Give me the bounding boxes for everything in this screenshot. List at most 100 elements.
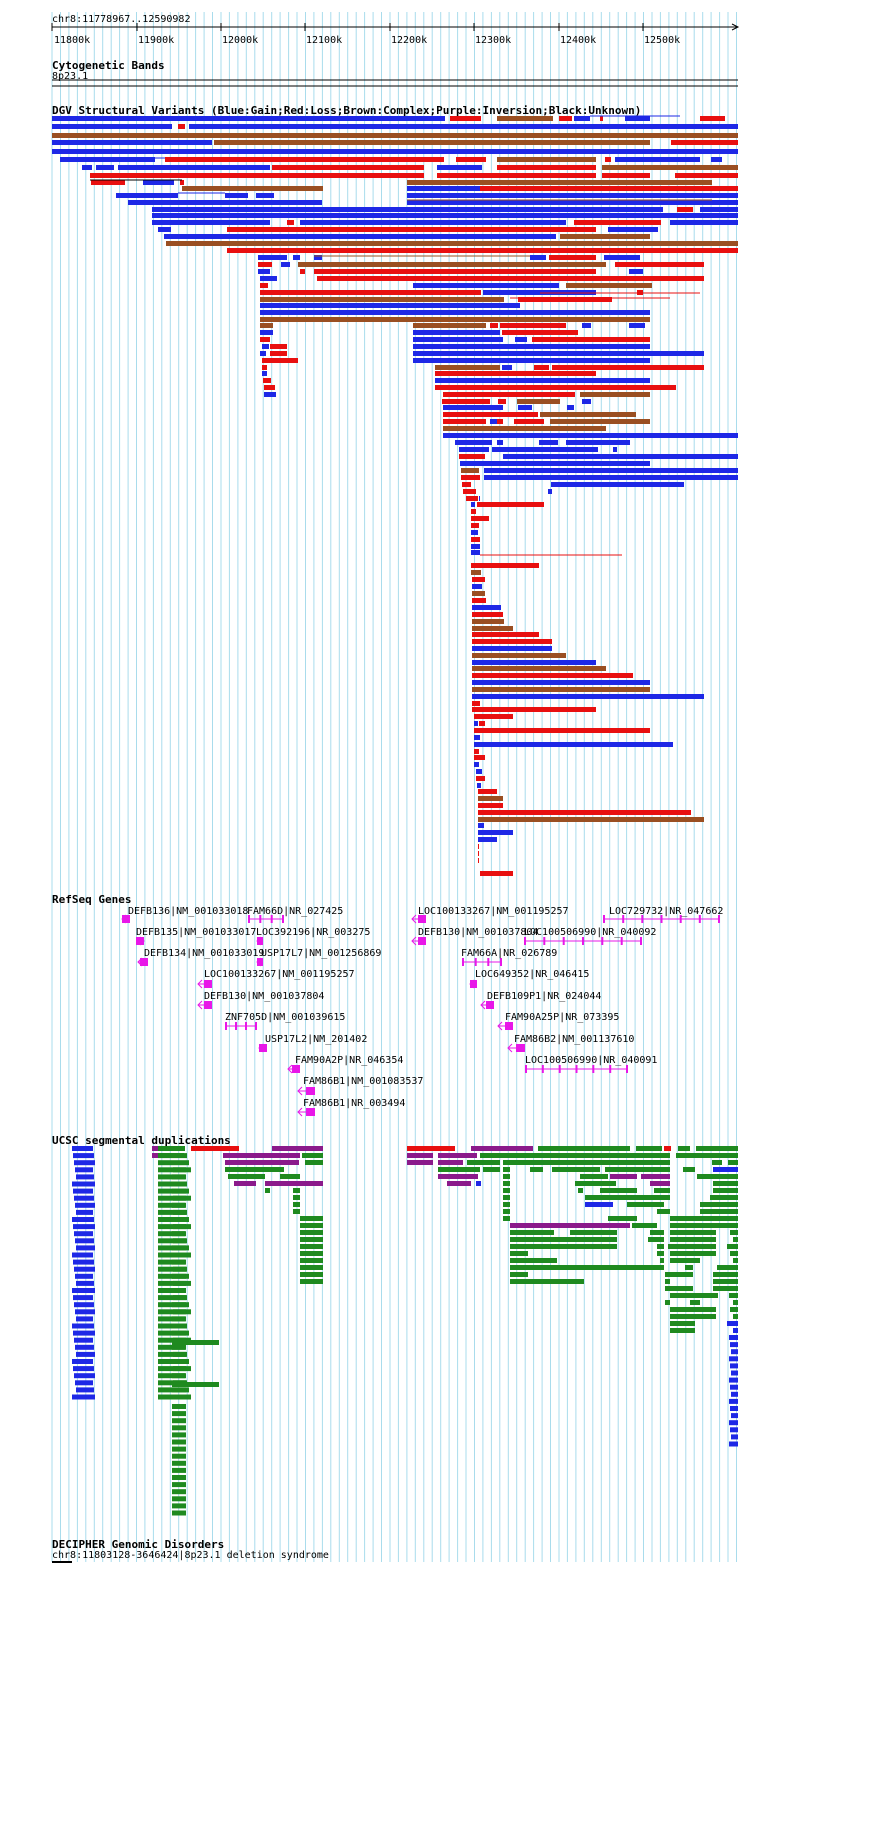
- segdup-block: [305, 1160, 323, 1165]
- dgv-variant-bar: [472, 673, 633, 678]
- segdup-block: [570, 1230, 617, 1235]
- gene-exon: [263, 1044, 265, 1052]
- gene-label[interactable]: LOC100133267|NM_001195257: [204, 969, 355, 980]
- dgv-variant-bar: [227, 227, 596, 232]
- dgv-variant-bar: [472, 680, 650, 685]
- dgv-variant-bar: [490, 323, 498, 328]
- segdup-block: [731, 1391, 738, 1397]
- gene-label[interactable]: USP17L7|NM_001256869: [261, 948, 382, 959]
- gene-label[interactable]: LOC729732|NR_047662: [609, 906, 724, 917]
- segdup-block: [172, 1373, 186, 1379]
- segdup-block: [552, 1167, 600, 1172]
- segdup-block: [733, 1328, 738, 1333]
- segdup-block: [729, 1420, 738, 1426]
- dgv-variant-bar: [264, 385, 275, 390]
- segdup-block: [158, 1316, 185, 1322]
- segdup-block: [733, 1314, 738, 1319]
- segdup-block: [76, 1209, 93, 1215]
- gene-exon: [418, 915, 426, 923]
- gene-label[interactable]: DEFB134|NM_001033019: [144, 948, 265, 959]
- dgv-variant-bar: [52, 140, 212, 145]
- gene-label[interactable]: ZNF705D|NM_001039615: [225, 1012, 346, 1023]
- gene-exon: [622, 915, 625, 923]
- segdup-block: [300, 1251, 323, 1256]
- dgv-variant-bar: [435, 385, 676, 390]
- segdup-block: [670, 1230, 716, 1235]
- dgv-variant-bar: [479, 496, 480, 501]
- dgv-variant-bar: [474, 755, 485, 760]
- gene-label[interactable]: FAM66A|NR_026789: [461, 948, 558, 959]
- dgv-variant-bar: [477, 783, 481, 788]
- segdup-block: [72, 1146, 93, 1151]
- gene-strand-arrow: [297, 1107, 303, 1117]
- segdup-block: [172, 1174, 186, 1180]
- dgv-variant-bar: [518, 297, 612, 302]
- dgv-variant-bar: [435, 365, 500, 370]
- segdup-block: [72, 1394, 95, 1400]
- gene-label[interactable]: LOC392196|NR_003275: [256, 927, 371, 938]
- gene-label[interactable]: DEFB135|NM_001033017: [136, 927, 257, 938]
- segdup-block: [665, 1279, 670, 1284]
- segdup-block: [173, 1366, 186, 1372]
- dgv-variant-bar: [225, 193, 248, 198]
- segdup-block: [503, 1216, 510, 1221]
- segdup-block: [75, 1167, 93, 1173]
- segdup-block: [510, 1230, 554, 1235]
- dgv-variant-bar: [435, 371, 596, 376]
- dgv-variant-bar: [268, 358, 298, 363]
- segdup-block: [158, 1202, 185, 1208]
- dgv-variant-bar: [52, 124, 172, 129]
- dgv-variant-bar: [472, 666, 606, 671]
- dgv-variant-bar: [472, 612, 503, 617]
- gene-label[interactable]: LOC100506990|NR_040091: [525, 1055, 658, 1066]
- segdup-block: [172, 1482, 186, 1488]
- gene-label[interactable]: LOC649352|NR_046415: [475, 969, 590, 980]
- gene-exon: [626, 1065, 628, 1073]
- segdup-block: [172, 1231, 186, 1237]
- segdup-block: [172, 1288, 186, 1293]
- dgv-variant-bar: [82, 165, 92, 170]
- dgv-variant-bar: [471, 537, 480, 542]
- segdup-block: [73, 1153, 94, 1159]
- dgv-variant-bar: [443, 405, 503, 410]
- gene-label[interactable]: FAM86B1|NM_001083537: [303, 1076, 424, 1087]
- gene-exon: [558, 1065, 561, 1073]
- segdup-block: [510, 1251, 528, 1256]
- dgv-variant-bar: [152, 207, 663, 212]
- dgv-variant-bar: [262, 358, 268, 363]
- gene-label[interactable]: LOC100133267|NM_001195257: [418, 906, 569, 917]
- segdup-block: [76, 1280, 94, 1286]
- gene-label[interactable]: FAM90A25P|NR_073395: [505, 1012, 620, 1023]
- segdup-block: [670, 1216, 738, 1221]
- segdup-block: [670, 1328, 695, 1333]
- gene-label[interactable]: FAM90A2P|NR_046354: [295, 1055, 404, 1066]
- gene-label[interactable]: DEFB130|NM_001037804: [204, 991, 325, 1002]
- gene-label[interactable]: DEFB130|NM_001037804: [418, 927, 539, 938]
- gene-label[interactable]: FAM86B2|NM_001137610: [514, 1034, 635, 1045]
- dgv-variant-bar: [471, 509, 476, 514]
- segdup-block: [173, 1224, 186, 1230]
- ruler-tick-label: 12000k: [222, 35, 259, 46]
- segdup-block: [75, 1309, 95, 1315]
- dgv-variant-bar: [615, 262, 704, 267]
- gene-exon: [640, 937, 642, 945]
- decipher-entry-label[interactable]: chr8:11803128-3646424|8p23.1 deletion sy…: [52, 1550, 329, 1561]
- segdup-block: [172, 1503, 186, 1509]
- segdup-block: [730, 1307, 738, 1312]
- dgv-variant-bar: [166, 241, 738, 246]
- segdup-block: [172, 1340, 219, 1345]
- dgv-variant-bar: [158, 227, 171, 232]
- gene-label[interactable]: LOC100506990|NR_040092: [524, 927, 657, 938]
- gene-label[interactable]: DEFB136|NM_001033018: [128, 906, 249, 917]
- dgv-variant-bar: [474, 735, 480, 740]
- gene-label[interactable]: USP17L2|NM_201402: [265, 1034, 368, 1045]
- segdup-block: [172, 1259, 186, 1265]
- gene-exon: [126, 915, 128, 923]
- dgv-variant-bar: [550, 419, 650, 424]
- gene-label[interactable]: DEFB109P1|NR_024044: [487, 991, 602, 1002]
- segdup-block: [438, 1160, 463, 1165]
- segdup-block: [657, 1251, 664, 1256]
- gene-label[interactable]: FAM66D|NR_027425: [247, 906, 344, 917]
- gene-label[interactable]: FAM86B1|NR_003494: [303, 1098, 406, 1109]
- gene-exon: [582, 937, 584, 945]
